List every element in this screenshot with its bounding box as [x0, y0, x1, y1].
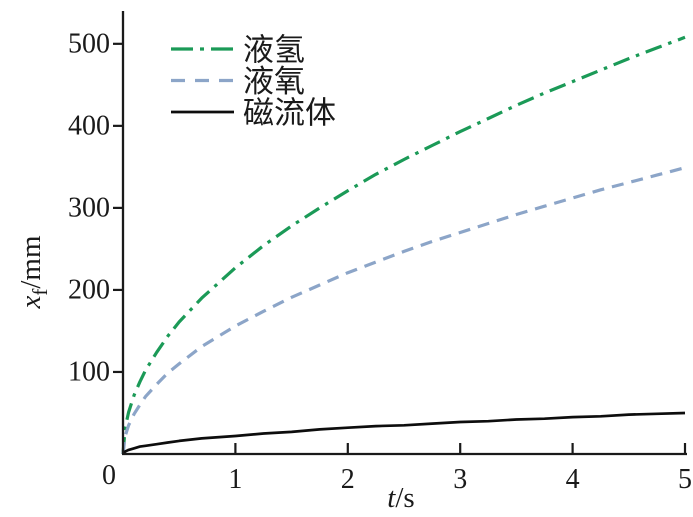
origin-tick-label: 0 [102, 460, 116, 491]
series-line-liquid-hydrogen [121, 35, 686, 455]
legend-label-liquid-hydrogen: 液氢 [243, 33, 305, 68]
x-tick-label: 3 [453, 464, 467, 495]
y-axis-label: xf/mm [15, 235, 52, 309]
x-axis-label: t/s [387, 482, 414, 514]
series-line-ferrofluid [121, 411, 686, 455]
x-tick-label: 1 [228, 464, 242, 495]
series-line-liquid-oxygen [121, 166, 686, 455]
x-tick-label: 5 [678, 464, 692, 495]
x-tick-label: 4 [566, 464, 580, 495]
y-tick-label: 300 [68, 192, 110, 223]
legend-label-ferrofluid: 磁流体 [243, 96, 336, 131]
legend-label-liquid-oxygen: 液氧 [243, 64, 305, 99]
y-tick-label: 500 [68, 28, 110, 59]
y-tick-label: 100 [68, 356, 110, 387]
y-tick-label: 400 [68, 110, 110, 141]
y-tick-label: 200 [68, 274, 110, 305]
x-tick-label: 2 [341, 464, 355, 495]
